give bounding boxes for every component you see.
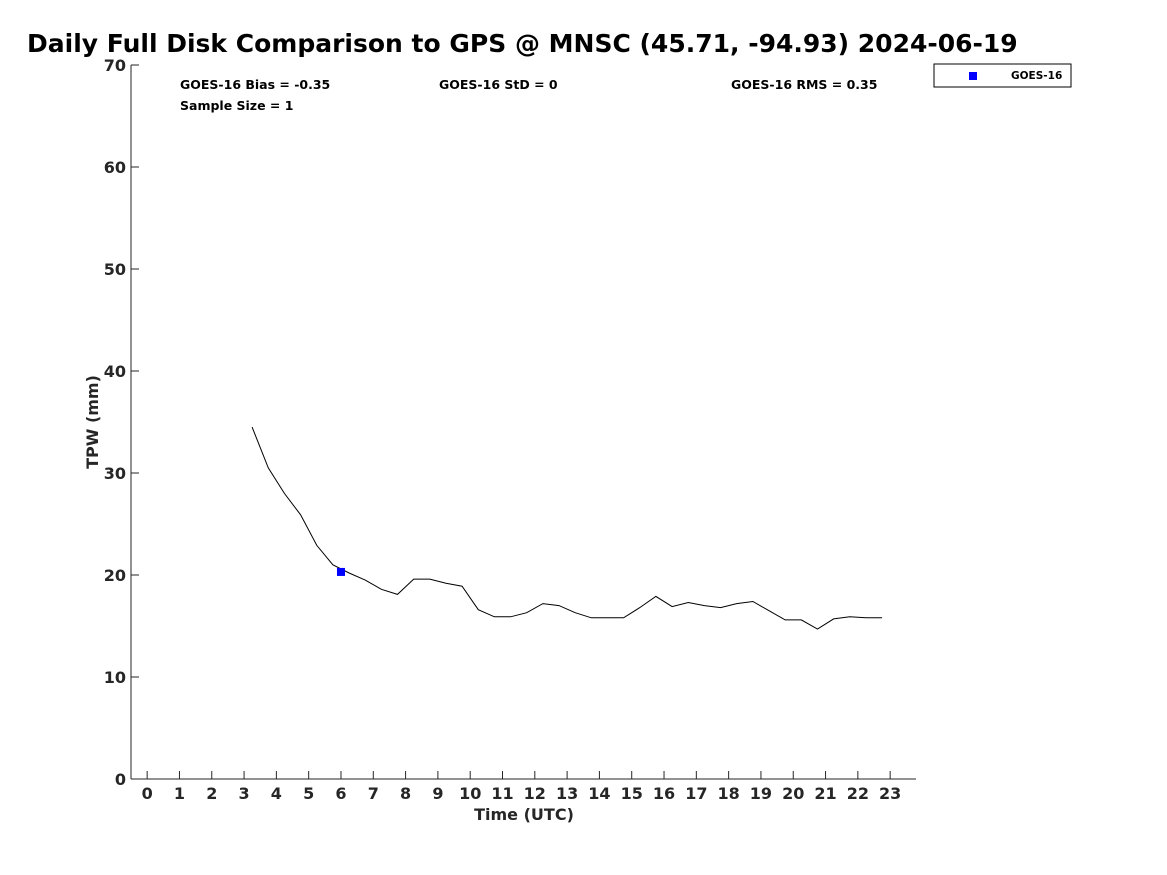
chart-title: Daily Full Disk Comparison to GPS @ MNSC…	[27, 29, 1018, 58]
x-axis-label: Time (UTC)	[474, 805, 574, 824]
x-tick-label: 21	[814, 784, 836, 803]
y-tick-label: 60	[104, 158, 126, 177]
x-tick-label: 17	[685, 784, 707, 803]
x-tick-label: 4	[271, 784, 282, 803]
x-tick-label: 0	[142, 784, 153, 803]
x-tick-label: 11	[491, 784, 513, 803]
legend: GOES-16	[933, 63, 1072, 88]
x-tick-label: 22	[847, 784, 869, 803]
gps-tpw-line	[251, 426, 883, 630]
x-tick-label: 5	[303, 784, 314, 803]
legend-label-goes16: GOES-16	[1011, 70, 1062, 82]
legend-marker	[969, 72, 977, 80]
x-tick-label: 16	[653, 784, 675, 803]
bias-stat: GOES-16 Bias = -0.35	[180, 77, 330, 92]
x-tick-label: 2	[206, 784, 217, 803]
x-tick-label: 9	[432, 784, 443, 803]
y-axis-label: TPW (mm)	[83, 375, 102, 469]
y-tick-label: 10	[104, 668, 126, 687]
x-tick-label: 12	[524, 784, 546, 803]
y-tick-label: 50	[104, 260, 126, 279]
y-tick-label: 0	[115, 770, 126, 789]
goes16-data-point	[336, 567, 345, 576]
x-tick-label: 19	[750, 784, 772, 803]
x-tick-label: 15	[621, 784, 643, 803]
stats-annotations: GOES-16 Bias = -0.35 GOES-16 StD = 0 GOE…	[180, 77, 877, 113]
x-tick-label: 18	[718, 784, 740, 803]
rms-stat: GOES-16 RMS = 0.35	[731, 77, 877, 92]
x-tick-label: 1	[174, 784, 185, 803]
y-tick-label: 30	[104, 464, 126, 483]
x-tick-label: 23	[879, 784, 901, 803]
std-stat: GOES-16 StD = 0	[439, 77, 558, 92]
y-tick-label: 20	[104, 566, 126, 585]
y-tick-label: 70	[104, 56, 126, 75]
legend-box	[933, 63, 1072, 88]
x-tick-label: 7	[368, 784, 379, 803]
x-tick-label: 10	[459, 784, 481, 803]
x-tick-label: 6	[335, 784, 346, 803]
x-tick-label: 3	[238, 784, 249, 803]
sample-size-stat: Sample Size = 1	[180, 98, 293, 113]
x-tick-label: 13	[556, 784, 578, 803]
x-tick-label: 14	[588, 784, 610, 803]
x-tick-label: 8	[400, 784, 411, 803]
y-tick-label: 40	[104, 362, 126, 381]
x-tick-label: 20	[782, 784, 804, 803]
